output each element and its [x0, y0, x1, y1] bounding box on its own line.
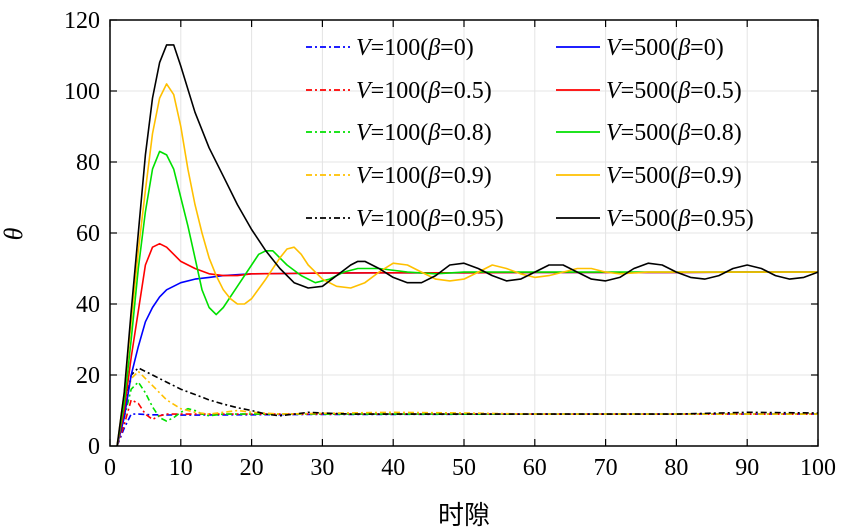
legend-label-3: V=100(β=0.8) — [356, 120, 492, 146]
series-line-9 — [116, 83, 818, 447]
legend-label-1: V=100(β=0) — [356, 35, 474, 61]
y-tick-label: 0 — [88, 434, 100, 460]
axis-ticks: 0 10 20 30 40 50 60 70 80 90 100 0 20 40 60 80 100 120 — [64, 8, 836, 481]
y-tick-label: 60 — [76, 221, 100, 247]
x-tick-label: 30 — [310, 455, 334, 481]
y-tick-label: 20 — [76, 363, 100, 389]
x-tick-label: 10 — [169, 455, 193, 481]
series-line-2 — [116, 399, 818, 447]
legend-label-6: V=500(β=0) — [606, 35, 724, 61]
x-tick-label: 80 — [664, 455, 688, 481]
legend-label-7: V=500(β=0.5) — [606, 78, 742, 104]
x-tick-label: 70 — [594, 455, 618, 481]
series-line-1 — [116, 413, 818, 447]
series-line-7 — [116, 242, 818, 447]
series-line-6 — [116, 271, 818, 447]
x-tick-label: 100 — [800, 455, 836, 481]
x-tick-label: 60 — [523, 455, 547, 481]
y-tick-label: 40 — [76, 292, 100, 318]
x-tick-label: 90 — [735, 455, 759, 481]
legend-label-5: V=100(β=0.95) — [356, 206, 504, 232]
x-tick-label: 40 — [381, 455, 405, 481]
series-line-10 — [116, 44, 819, 447]
y-tick-label: 80 — [76, 150, 100, 176]
legend-label-10: V=500(β=0.95) — [606, 206, 754, 232]
x-axis-label: 时隙 — [438, 501, 490, 530]
legend-label-9: V=500(β=0.9) — [606, 163, 742, 189]
x-tick-label: 0 — [104, 455, 116, 481]
series-line-5 — [116, 367, 819, 447]
legend-label-2: V=100(β=0.5) — [356, 78, 492, 104]
legend-label-4: V=100(β=0.9) — [356, 163, 492, 189]
x-tick-label: 50 — [452, 455, 476, 481]
series-line-8 — [116, 150, 818, 447]
series-line-4 — [116, 370, 818, 447]
y-axis-label: θ — [0, 227, 28, 240]
legend-label-8: V=500(β=0.8) — [606, 120, 742, 146]
y-tick-label: 120 — [64, 8, 100, 34]
series-lines — [116, 44, 819, 447]
legend: V=100(β=0) V=100(β=0.5) V=100(β=0.8) V=100(… — [306, 35, 754, 232]
y-tick-label: 100 — [64, 79, 100, 105]
x-tick-label: 20 — [240, 455, 264, 481]
